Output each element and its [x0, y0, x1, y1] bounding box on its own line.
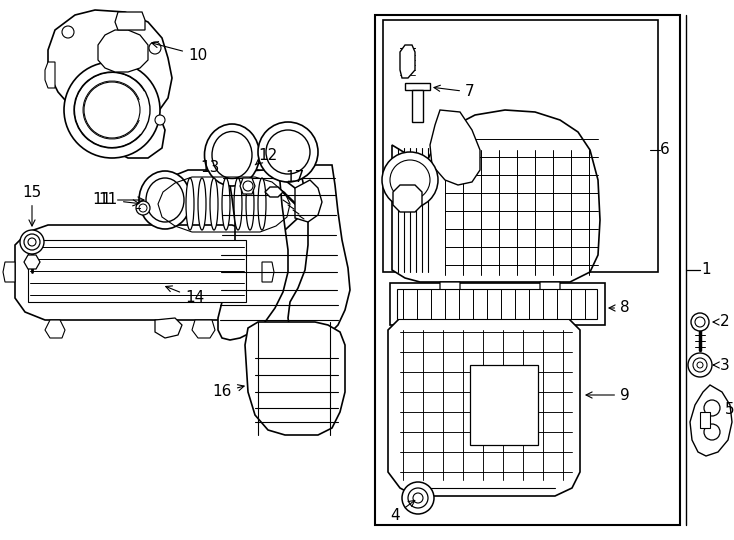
Polygon shape: [148, 170, 302, 238]
Circle shape: [691, 313, 709, 331]
Circle shape: [136, 201, 150, 215]
Polygon shape: [430, 110, 480, 185]
Circle shape: [243, 181, 253, 191]
Bar: [390, 283, 605, 325]
Polygon shape: [240, 178, 255, 194]
Polygon shape: [392, 110, 600, 282]
Bar: [383, 20, 658, 272]
Circle shape: [704, 424, 720, 440]
Text: 10: 10: [152, 42, 207, 63]
Ellipse shape: [234, 178, 242, 230]
Bar: [700, 412, 710, 428]
Circle shape: [413, 493, 423, 503]
Polygon shape: [155, 318, 182, 338]
Ellipse shape: [246, 178, 254, 230]
Text: 14: 14: [166, 286, 204, 306]
Text: 12: 12: [255, 147, 277, 165]
Polygon shape: [15, 225, 262, 320]
Circle shape: [28, 238, 36, 246]
Polygon shape: [262, 262, 274, 282]
Circle shape: [697, 362, 703, 368]
Circle shape: [24, 234, 40, 250]
Polygon shape: [45, 62, 55, 88]
Polygon shape: [412, 90, 423, 122]
Circle shape: [139, 204, 147, 212]
Ellipse shape: [198, 178, 206, 230]
Circle shape: [64, 62, 160, 158]
Polygon shape: [218, 165, 350, 342]
Polygon shape: [245, 322, 345, 435]
Polygon shape: [388, 312, 580, 496]
Text: 3: 3: [713, 357, 730, 373]
Text: 16: 16: [213, 384, 244, 400]
Ellipse shape: [222, 178, 230, 230]
Polygon shape: [440, 282, 460, 292]
Polygon shape: [192, 320, 215, 338]
Text: 17: 17: [286, 171, 305, 186]
Circle shape: [693, 358, 707, 372]
Circle shape: [390, 160, 430, 200]
Bar: [470, 365, 538, 445]
Ellipse shape: [139, 171, 191, 229]
Text: 11: 11: [92, 192, 144, 207]
Text: 11: 11: [99, 192, 139, 207]
Bar: [375, 15, 680, 525]
Circle shape: [258, 122, 318, 182]
Circle shape: [20, 230, 44, 254]
Text: 13: 13: [200, 160, 219, 176]
Circle shape: [408, 488, 428, 508]
Circle shape: [62, 26, 74, 38]
Text: 1: 1: [701, 262, 711, 278]
Polygon shape: [45, 320, 65, 338]
Polygon shape: [48, 10, 172, 158]
Circle shape: [688, 353, 712, 377]
Ellipse shape: [205, 124, 260, 186]
Text: 9: 9: [586, 388, 630, 402]
Circle shape: [695, 317, 705, 327]
Ellipse shape: [210, 178, 218, 230]
Polygon shape: [24, 255, 40, 269]
Circle shape: [84, 82, 140, 138]
Polygon shape: [405, 83, 430, 90]
Polygon shape: [690, 385, 732, 456]
Polygon shape: [265, 187, 283, 197]
Ellipse shape: [146, 178, 184, 222]
Ellipse shape: [186, 178, 194, 230]
Text: 15: 15: [22, 185, 42, 226]
Circle shape: [155, 115, 165, 125]
Bar: [28, 240, 246, 302]
Text: 5: 5: [724, 402, 734, 417]
Text: 2: 2: [713, 314, 730, 329]
Polygon shape: [540, 282, 560, 292]
Polygon shape: [393, 185, 422, 212]
Text: 6: 6: [660, 143, 670, 158]
Polygon shape: [3, 262, 15, 282]
Ellipse shape: [258, 178, 266, 230]
Circle shape: [382, 152, 438, 208]
Circle shape: [266, 130, 310, 174]
Polygon shape: [98, 30, 148, 72]
Circle shape: [74, 72, 150, 148]
Circle shape: [149, 42, 161, 54]
Polygon shape: [295, 180, 322, 222]
Polygon shape: [400, 45, 415, 78]
Text: 4: 4: [390, 501, 415, 523]
Text: 7: 7: [434, 84, 475, 99]
Circle shape: [704, 400, 720, 416]
Circle shape: [402, 482, 434, 514]
Bar: [397, 289, 597, 319]
Polygon shape: [115, 12, 145, 30]
Text: 8: 8: [609, 300, 630, 315]
Ellipse shape: [212, 132, 252, 179]
